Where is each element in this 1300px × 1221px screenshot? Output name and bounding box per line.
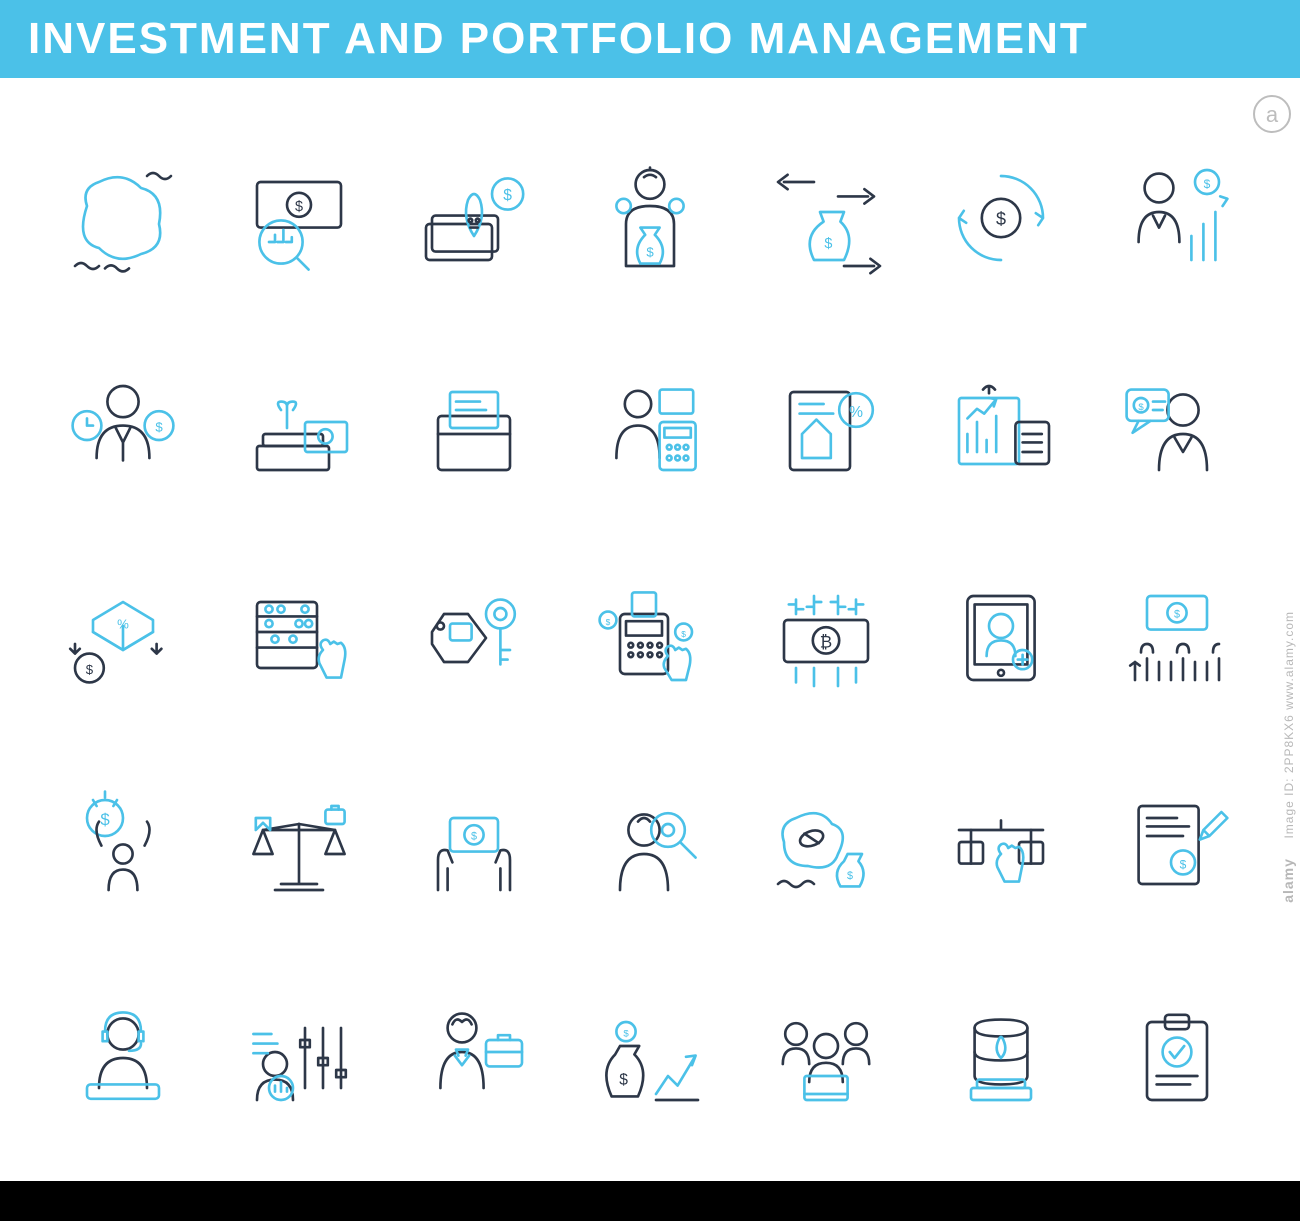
svg-text:a: a (1266, 102, 1279, 127)
savings-growth-icon (216, 338, 382, 518)
svg-text:$: $ (681, 629, 686, 639)
research-analyst-icon (567, 758, 733, 938)
tablet-profile-icon (919, 548, 1085, 728)
checklist-clipboard-icon (1094, 968, 1260, 1148)
svg-text:%: % (117, 616, 129, 631)
svg-text:$: $ (471, 831, 477, 843)
support-desk-icon (40, 968, 206, 1148)
svg-text:$: $ (295, 199, 303, 215)
portfolio-folder-icon (391, 338, 557, 518)
money-transfer-icon: $ (743, 128, 909, 308)
money-risk-skull-icon: $ (391, 128, 557, 308)
bottom-bar (0, 1181, 1300, 1221)
icon-grid: $ $ $ $ (0, 78, 1300, 1148)
header-bar: INVESTMENT AND PORTFOLIO MANAGEMENT (0, 0, 1300, 78)
wealth-holder-icon: $ (40, 758, 206, 938)
discount-box-icon: % $ (40, 548, 206, 728)
price-tag-key-icon (391, 548, 557, 728)
investor-money-bag-icon: $ (567, 128, 733, 308)
team-collaboration-icon (743, 968, 909, 1148)
svg-text:$: $ (623, 1028, 629, 1039)
trading-controls-icon (216, 968, 382, 1148)
money-cycle-icon: $ (919, 128, 1085, 308)
contract-sign-icon: $ (1094, 758, 1260, 938)
svg-text:$: $ (1174, 609, 1180, 621)
logistics-balance-icon (919, 758, 1085, 938)
mortgage-rate-icon: % (743, 338, 909, 518)
svg-text:$: $ (86, 662, 94, 677)
profit-growth-bag-icon: $ $ (567, 968, 733, 1148)
svg-text:$: $ (1180, 857, 1187, 871)
asset-balance-scale-icon (216, 758, 382, 938)
svg-text:$: $ (100, 810, 110, 829)
financial-advisor-chat-icon: $ (1094, 338, 1260, 518)
time-money-manager-icon: $ (40, 338, 206, 518)
offshore-money-icon: $ (743, 758, 909, 938)
bitcoin-digital-icon: ₿ (743, 548, 909, 728)
businessman-briefcase-icon (391, 968, 557, 1148)
svg-text:$: $ (646, 244, 654, 259)
accountant-calculator-icon (567, 338, 733, 518)
svg-text:$: $ (619, 1071, 628, 1088)
svg-text:$: $ (847, 870, 853, 882)
abacus-touch-icon (216, 548, 382, 728)
svg-text:$: $ (996, 209, 1006, 229)
secure-money-hands-icon: $ (391, 758, 557, 938)
svg-text:$: $ (504, 187, 513, 204)
svg-text:$: $ (1138, 402, 1144, 413)
liquid-asset-icon (40, 128, 206, 308)
svg-text:$: $ (155, 420, 163, 435)
svg-text:$: $ (606, 617, 611, 627)
pos-payment-icon: $ $ (567, 548, 733, 728)
watermark-text: alamy Image ID: 2PP8KX6 www.alamy.com (1280, 611, 1296, 903)
svg-text:%: % (849, 404, 863, 421)
header-title: INVESTMENT AND PORTFOLIO MANAGEMENT (28, 14, 1089, 64)
svg-text:₿: ₿ (819, 633, 831, 652)
crowdfunding-icon: $ (1094, 548, 1260, 728)
svg-text:$: $ (824, 236, 832, 252)
svg-text:$: $ (1204, 177, 1211, 191)
financial-growth-person-icon: $ (1094, 128, 1260, 308)
cash-analysis-icon: $ (216, 128, 382, 308)
analytics-report-icon (919, 338, 1085, 518)
watermark-logo: a (1252, 94, 1292, 134)
oil-barrel-icon (919, 968, 1085, 1148)
